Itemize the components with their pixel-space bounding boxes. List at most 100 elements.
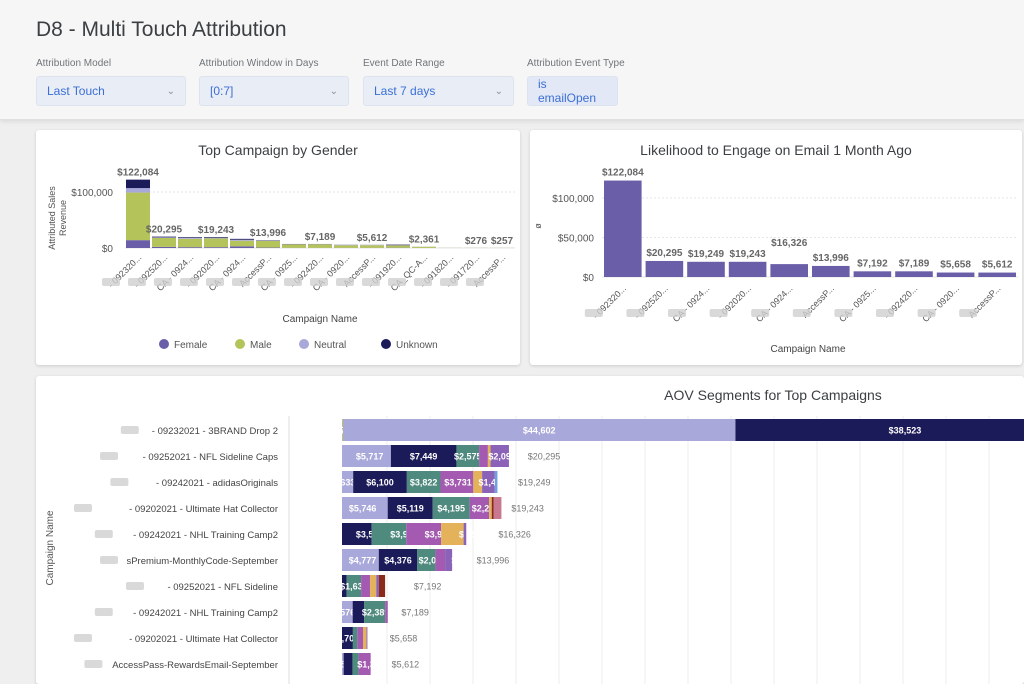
bar-segment bbox=[487, 445, 491, 467]
bar-segment-male bbox=[178, 238, 202, 248]
bar-segment-unknown bbox=[178, 237, 202, 238]
redacted-label-prefix bbox=[414, 278, 432, 286]
bar-segment bbox=[358, 653, 371, 675]
attribution-model-dropdown[interactable]: Last Touch ⌄ bbox=[36, 76, 186, 106]
bar-segment bbox=[371, 523, 407, 545]
total-label: $257 bbox=[491, 236, 514, 247]
bar-segment bbox=[342, 471, 354, 493]
bar-segment bbox=[343, 653, 353, 675]
filter-attribution-window: Attribution Window in Days [0:7] ⌄ bbox=[199, 58, 349, 106]
bar-segment-male bbox=[126, 192, 150, 241]
bar-segment bbox=[342, 419, 736, 441]
redacted-label-prefix bbox=[626, 309, 645, 317]
bar-segment-male bbox=[308, 244, 332, 248]
redacted-label-prefix bbox=[232, 278, 250, 286]
bar-segment bbox=[445, 549, 453, 571]
bar-segment bbox=[469, 497, 490, 519]
total-label: $19,243 bbox=[198, 225, 235, 236]
bar-segment bbox=[342, 445, 391, 467]
attribution-event-type-filter[interactable]: is emailOpen bbox=[527, 76, 618, 106]
bar-segment bbox=[491, 497, 494, 519]
bar bbox=[645, 260, 684, 277]
redacted-label-prefix bbox=[709, 309, 728, 317]
redacted-label-prefix bbox=[834, 309, 853, 317]
segment-label: $1,442 bbox=[479, 478, 507, 488]
bar-segment bbox=[494, 471, 498, 493]
bar-segment bbox=[342, 627, 353, 649]
legend-label: Unknown bbox=[396, 340, 438, 351]
bar-segment-unknown bbox=[126, 179, 150, 189]
bar-segment-male bbox=[386, 245, 410, 248]
bar-segment bbox=[342, 419, 343, 441]
value-label: $5,612 bbox=[982, 260, 1013, 271]
y-axis-label: Campaign Name bbox=[45, 510, 56, 585]
segment-label: $80 bbox=[451, 556, 466, 566]
redacted-label-prefix bbox=[74, 634, 92, 642]
bar-segment bbox=[352, 653, 359, 675]
redacted-label-prefix bbox=[100, 556, 118, 564]
attribution-window-dropdown[interactable]: [0:7] ⌄ bbox=[199, 76, 349, 106]
segment-label: $3,967 bbox=[425, 530, 453, 540]
y-axis-label: Revenue bbox=[58, 200, 68, 236]
segment-label: $5,119 bbox=[397, 504, 424, 514]
redacted-label-prefix bbox=[336, 278, 354, 286]
total-label: $5,658 bbox=[390, 634, 418, 644]
segment-label: $5,746 bbox=[349, 504, 377, 514]
bar-segment bbox=[342, 497, 388, 519]
total-label: $7,189 bbox=[305, 232, 336, 243]
value-label: $5,658 bbox=[940, 260, 971, 271]
bar-segment bbox=[364, 601, 386, 623]
bar-segment bbox=[330, 497, 337, 519]
segment-label: $1,023 bbox=[374, 582, 402, 592]
bar bbox=[978, 272, 1016, 277]
chevron-down-icon: ⌄ bbox=[166, 85, 175, 97]
redacted-label-prefix bbox=[154, 278, 172, 286]
page-title: D8 - Multi Touch Attribution bbox=[36, 18, 287, 41]
redacted-label-prefix bbox=[128, 278, 146, 286]
total-label: $122,084 bbox=[117, 168, 159, 179]
redacted-label-prefix bbox=[668, 309, 686, 317]
redacted-label-prefix bbox=[94, 530, 113, 538]
category-label: - 09202021 - Ultimate Hat Collector bbox=[129, 504, 278, 515]
segment-label: $2,633 bbox=[328, 478, 356, 488]
bar-segment bbox=[490, 445, 509, 467]
bar-segment-male bbox=[152, 237, 176, 247]
redacted-label-prefix bbox=[206, 278, 224, 286]
redacted-label-prefix bbox=[388, 278, 406, 286]
bar-segment-female bbox=[230, 246, 254, 248]
total-label: $5,612 bbox=[357, 233, 388, 244]
segment-label: $7,449 bbox=[410, 452, 438, 462]
y-tick-label: $50,000 bbox=[558, 234, 595, 245]
gender-chart-card: Top Campaign by Gender $0 $100,000 Attribu… bbox=[36, 130, 520, 365]
filter-label: Attribution Window in Days bbox=[199, 58, 319, 69]
segment-label: $2,554 bbox=[459, 530, 487, 540]
bar-segment bbox=[473, 471, 483, 493]
filter-label: Attribution Event Type bbox=[527, 58, 625, 69]
redacted-label-prefix bbox=[959, 309, 978, 317]
bar-segment bbox=[342, 523, 372, 545]
redacted-label-prefix bbox=[584, 309, 603, 317]
bar-segment bbox=[357, 627, 364, 649]
legend-label: Female bbox=[174, 340, 208, 351]
bar-segment-unknown bbox=[230, 238, 254, 240]
bar-segment-neutral bbox=[204, 237, 228, 239]
redacted-label-prefix bbox=[126, 582, 144, 590]
bar-segment bbox=[441, 523, 464, 545]
filter-event-date-range: Event Date Range Last 7 days ⌄ bbox=[363, 58, 514, 106]
y-axis-label: Attributed Sales bbox=[47, 186, 57, 250]
bar-segment bbox=[385, 601, 388, 623]
segment-label: $44,602 bbox=[523, 426, 556, 436]
category-label: - 09242021 - NHL Training Camp2 bbox=[133, 530, 278, 541]
event-date-range-dropdown[interactable]: Last 7 days ⌄ bbox=[363, 76, 514, 106]
bar-segment bbox=[417, 549, 436, 571]
chart-title: Top Campaign by Gender bbox=[198, 142, 358, 158]
filter-value: is emailOpen bbox=[538, 77, 597, 105]
bar-segment bbox=[352, 601, 365, 623]
value-label: $7,192 bbox=[857, 258, 888, 269]
engagement-chart-card: Likelihood to Engage on Email 1 Month Ag… bbox=[530, 130, 1022, 365]
bar-segment bbox=[342, 653, 344, 675]
bar-segment bbox=[361, 575, 371, 597]
bar-segment bbox=[330, 575, 338, 597]
value-label: $7,189 bbox=[899, 258, 930, 269]
bar-segment bbox=[342, 549, 379, 571]
